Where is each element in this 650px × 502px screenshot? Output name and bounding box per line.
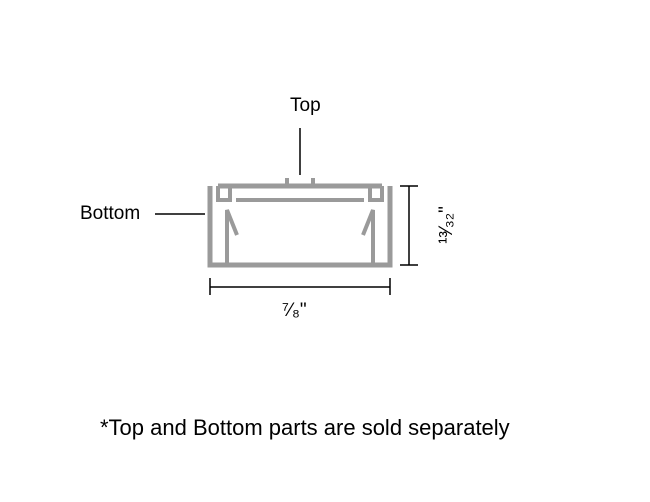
top-label: Top xyxy=(290,95,321,117)
bottom-label: Bottom xyxy=(80,203,140,225)
height-dimension: ¹³⁄₃₂" xyxy=(436,206,458,244)
width-dimension: ⁷⁄₈" xyxy=(282,300,307,322)
footnote-text: *Top and Bottom parts are sold separatel… xyxy=(100,415,510,441)
dimension-diagram: Top Bottom ⁷⁄₈" ¹³⁄₃₂" *Top and Bottom p… xyxy=(0,0,650,502)
